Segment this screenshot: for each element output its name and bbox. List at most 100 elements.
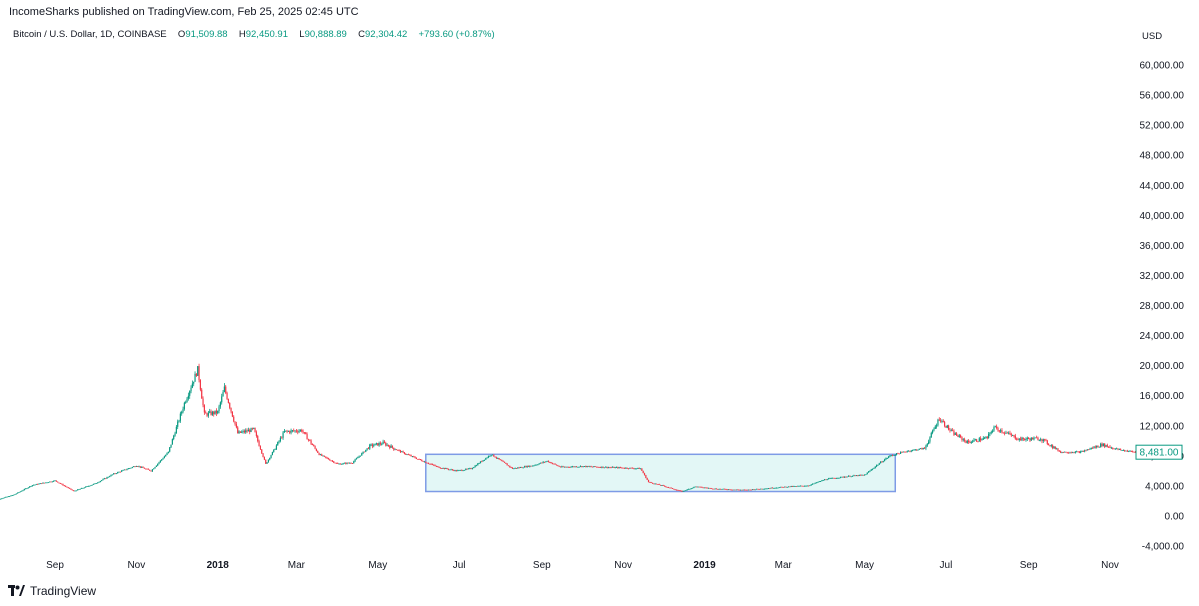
candle-body <box>989 432 991 435</box>
open-label: O <box>177 29 186 40</box>
candle-body <box>274 449 276 451</box>
candle-body <box>46 482 48 484</box>
candle-body <box>944 421 946 426</box>
candle-body <box>1081 451 1083 452</box>
symbol-name: Bitcoin / U.S. Dollar, 1D, COINBASE <box>13 29 167 40</box>
candle-body <box>14 494 16 496</box>
candle-body <box>507 465 510 467</box>
candle-body <box>54 480 56 482</box>
candle-body <box>106 477 108 479</box>
candle-body <box>198 366 200 381</box>
range-rectangle[interactable] <box>425 453 897 493</box>
candle-body <box>789 486 791 488</box>
candle-body <box>977 441 979 443</box>
candle-body <box>187 395 189 399</box>
candle-body <box>1038 440 1040 441</box>
candle-body <box>1109 446 1111 448</box>
candle-body <box>793 486 795 487</box>
candle-body <box>369 444 371 449</box>
candle-body <box>511 467 514 469</box>
candle-body <box>1068 452 1070 454</box>
candle-body <box>559 466 562 468</box>
candle-body <box>433 464 435 466</box>
candle-body <box>289 431 291 433</box>
y-tick-label: 52,000.00 <box>1140 121 1185 132</box>
candle-body <box>390 445 392 448</box>
candle-body <box>805 485 807 487</box>
candle-body <box>462 470 464 472</box>
candle-body <box>373 445 375 447</box>
candle-body <box>479 461 482 464</box>
candle-body <box>734 489 736 491</box>
candle-body <box>950 430 952 432</box>
candle-body <box>825 479 827 481</box>
candle-body <box>1060 451 1062 453</box>
low-label: L <box>299 29 305 40</box>
y-tick-label: 16,000.00 <box>1140 391 1185 402</box>
candle-body <box>589 466 591 468</box>
candle-body <box>391 445 394 448</box>
candle-body <box>361 453 363 456</box>
candle-body <box>940 420 942 422</box>
candle-body <box>471 468 474 469</box>
candle-body <box>257 435 259 442</box>
candle-body <box>1002 432 1004 434</box>
candle-body <box>473 467 475 469</box>
x-tick-label: Nov <box>614 560 632 571</box>
candle-body <box>874 466 876 469</box>
candle-body <box>719 488 722 490</box>
candle-body <box>565 466 567 468</box>
candle-body <box>895 453 898 455</box>
tradingview-logo[interactable]: TradingView <box>8 584 96 598</box>
candle-body <box>1072 452 1074 454</box>
candle-body <box>79 488 81 490</box>
candle-body <box>489 455 491 457</box>
candle-body <box>141 466 143 468</box>
candle-body <box>849 475 851 477</box>
candle-body <box>217 411 219 414</box>
candle-body <box>681 490 683 492</box>
candle-body <box>114 473 116 475</box>
candle-body <box>378 443 380 446</box>
candle-body <box>427 463 430 465</box>
candle-body <box>854 475 856 477</box>
candle-body <box>321 454 323 456</box>
candle-body <box>278 440 280 442</box>
candle-body <box>23 488 25 491</box>
candle-body <box>606 466 608 468</box>
candle-body <box>673 488 675 490</box>
candle-body <box>1016 438 1018 440</box>
candle-body <box>925 445 927 449</box>
candle-body <box>499 459 502 461</box>
candle-body <box>550 462 552 464</box>
candle-body <box>743 489 746 491</box>
candle-body <box>370 444 372 446</box>
candle-body <box>18 492 20 493</box>
candle-body <box>725 489 727 490</box>
candle-body <box>366 448 368 450</box>
candle-body <box>801 485 803 487</box>
candle-body <box>41 483 43 485</box>
y-tick-label: -4,000.00 <box>1142 542 1185 553</box>
candle-body <box>834 478 836 479</box>
x-tick-label: Nov <box>1101 560 1119 571</box>
candle-body <box>701 486 703 488</box>
candle-body <box>275 445 278 450</box>
candle-body <box>294 430 296 432</box>
close-value: 92,304.42 <box>365 29 408 40</box>
candle-body <box>279 437 282 441</box>
candle-body <box>1034 437 1036 439</box>
candle-body <box>715 488 718 490</box>
candle-body <box>766 488 768 490</box>
candle-body <box>395 449 398 451</box>
candle-body <box>218 406 220 412</box>
candle-body <box>1128 451 1130 453</box>
candle-body <box>195 373 197 376</box>
candle-body <box>893 454 895 456</box>
candle-body <box>154 466 156 469</box>
candle-body <box>855 475 858 477</box>
candle-body <box>615 467 618 468</box>
candle-body <box>581 466 583 467</box>
candle-body <box>1054 446 1056 449</box>
